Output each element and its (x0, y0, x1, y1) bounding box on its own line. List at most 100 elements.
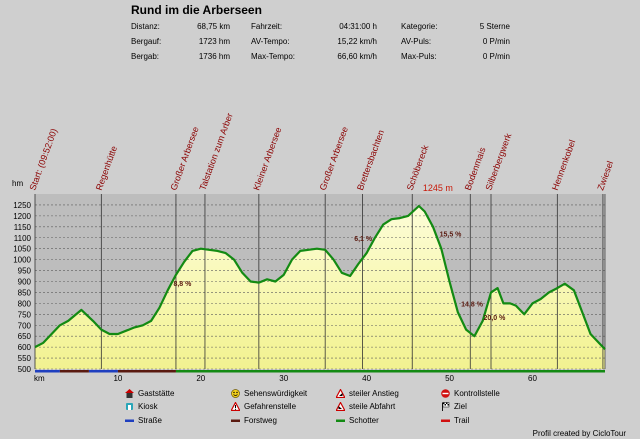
road-segment (35, 370, 60, 373)
road-segment (59, 370, 89, 373)
legend-item: Gaststätte (125, 389, 175, 399)
legend-item: Kontrollstelle (441, 389, 500, 399)
legend: Gaststätte Sehenswürdigkeit steiler Anst… (111, 388, 529, 429)
legend-item: Kiosk (125, 402, 158, 411)
waypoint-label: Regenhütte (94, 145, 119, 192)
elevation-area (35, 206, 605, 369)
house-icon (125, 389, 134, 399)
grade-label: 6,1 % (354, 236, 373, 243)
grade-label: 15,5 % (440, 232, 463, 239)
waypoint-label: Zwiesel (595, 160, 615, 192)
legend-label: Gefahrenstelle (244, 402, 297, 411)
stat-value: 68,75 km (197, 22, 230, 31)
legend-label: steiler Anstieg (349, 389, 399, 398)
stat-value: 15,22 km/h (337, 37, 377, 46)
stat-label: Distanz: (131, 22, 160, 31)
elevation-chart: 5005506006507007508008509009501000105011… (12, 112, 615, 383)
legend-label: Kontrollstelle (454, 389, 500, 398)
legend-item: Gefahrenstelle (230, 401, 297, 412)
y-tick-label: 550 (18, 354, 32, 363)
x-tick-label: 10 (113, 374, 122, 383)
legend-label: Gaststätte (138, 389, 175, 398)
stat-label: Max-Tempo: (251, 52, 296, 61)
stat-value: 0 P/min (482, 37, 510, 46)
road-segment (88, 370, 118, 373)
x-tick-label: 30 (279, 374, 288, 383)
road-segment (117, 370, 176, 373)
kiosk-icon (126, 403, 133, 411)
flag-icon (442, 402, 450, 412)
y-tick-label: 1100 (14, 234, 32, 243)
y-tick-label: 650 (18, 332, 32, 341)
waypoint-label: Großer Arbersee (318, 125, 350, 191)
legend-label: Ziel (454, 402, 467, 411)
grade-label: 14,8 % (461, 302, 484, 309)
x-tick-label: 60 (528, 374, 537, 383)
y-tick-label: 750 (18, 310, 32, 319)
y-tick-label: 1250 (13, 201, 31, 210)
stat-value: 66,60 km/h (337, 52, 377, 61)
max-elevation-label: 1245 m (423, 183, 453, 193)
legend-label: Schotter (349, 416, 379, 425)
credit-text: Profil created by CicloTour (532, 429, 626, 438)
waypoint-label: Hennenkobel (550, 138, 578, 191)
legend-label: Forstweg (244, 416, 277, 425)
x-axis-unit: km (34, 374, 45, 383)
warning-up-icon (335, 388, 346, 399)
stop-icon (441, 389, 450, 399)
stat-label: Max-Puls: (401, 52, 437, 61)
stat-value: 5 Sterne (479, 22, 510, 31)
stat-label: AV-Tempo: (251, 37, 290, 46)
y-tick-label: 1050 (13, 245, 31, 254)
waypoint-label: Silberbergwerk (483, 131, 513, 191)
chart-title: Rund im die Arberseen (131, 3, 262, 17)
waypoint-label: Talstation zum Arber (197, 112, 234, 192)
y-tick-label: 850 (18, 288, 32, 297)
legend-item: Trail (441, 416, 469, 425)
stat-label: Bergauf: (131, 37, 162, 46)
y-tick-label: 1200 (13, 212, 31, 221)
legend-label: steile Abfahrt (349, 402, 396, 411)
y-tick-label: 500 (18, 365, 32, 374)
danger-icon (230, 401, 241, 412)
y-tick-label: 600 (18, 343, 32, 352)
line-green-icon (336, 419, 345, 423)
road-segment (175, 370, 606, 373)
x-tick-label: 40 (362, 374, 371, 383)
line-red-icon (441, 419, 450, 423)
legend-item: steiler Anstieg (335, 388, 399, 399)
legend-item: Straße (125, 416, 162, 425)
line-blue-icon (125, 419, 134, 423)
y-tick-label: 1150 (14, 223, 32, 232)
waypoint-label: Großer Arbersee (168, 125, 200, 191)
legend-item: Sehenswürdigkeit (231, 389, 308, 399)
smiley-icon (231, 389, 240, 399)
y-axis-unit: hm (12, 179, 23, 188)
waypoint-label: Brettersbachten (355, 129, 386, 192)
legend-item: steile Abfahrt (335, 401, 396, 412)
line-brown-icon (231, 419, 240, 423)
y-tick-label: 950 (18, 267, 32, 276)
y-tick-label: 900 (18, 278, 32, 287)
stat-value: 1723 hm (198, 37, 230, 46)
grade-label: 20,0 % (484, 315, 507, 322)
legend-label: Kiosk (138, 402, 158, 411)
waypoint-label: Start: (09:52:00) (27, 127, 59, 192)
legend-label: Straße (138, 416, 163, 425)
elevation-line (34, 204, 606, 351)
x-tick-label: 50 (445, 374, 454, 383)
stat-label: AV-Puls: (401, 37, 432, 46)
legend-item: Ziel (441, 402, 467, 412)
legend-item: Forstweg (231, 416, 277, 425)
warning-down-icon (335, 401, 346, 412)
legend-label: Trail (454, 416, 470, 425)
stat-value: 0 P/min (482, 52, 510, 61)
y-tick-label: 800 (18, 299, 32, 308)
stat-label: Fahrzeit: (251, 22, 283, 31)
stat-label: Bergab: (131, 52, 160, 61)
legend-label: Sehenswürdigkeit (244, 389, 308, 398)
stat-value: 04:31:00 h (339, 22, 377, 31)
x-tick-label: 20 (196, 374, 205, 383)
grade-label: 8,8 % (173, 281, 192, 288)
legend-item: Schotter (336, 416, 379, 425)
